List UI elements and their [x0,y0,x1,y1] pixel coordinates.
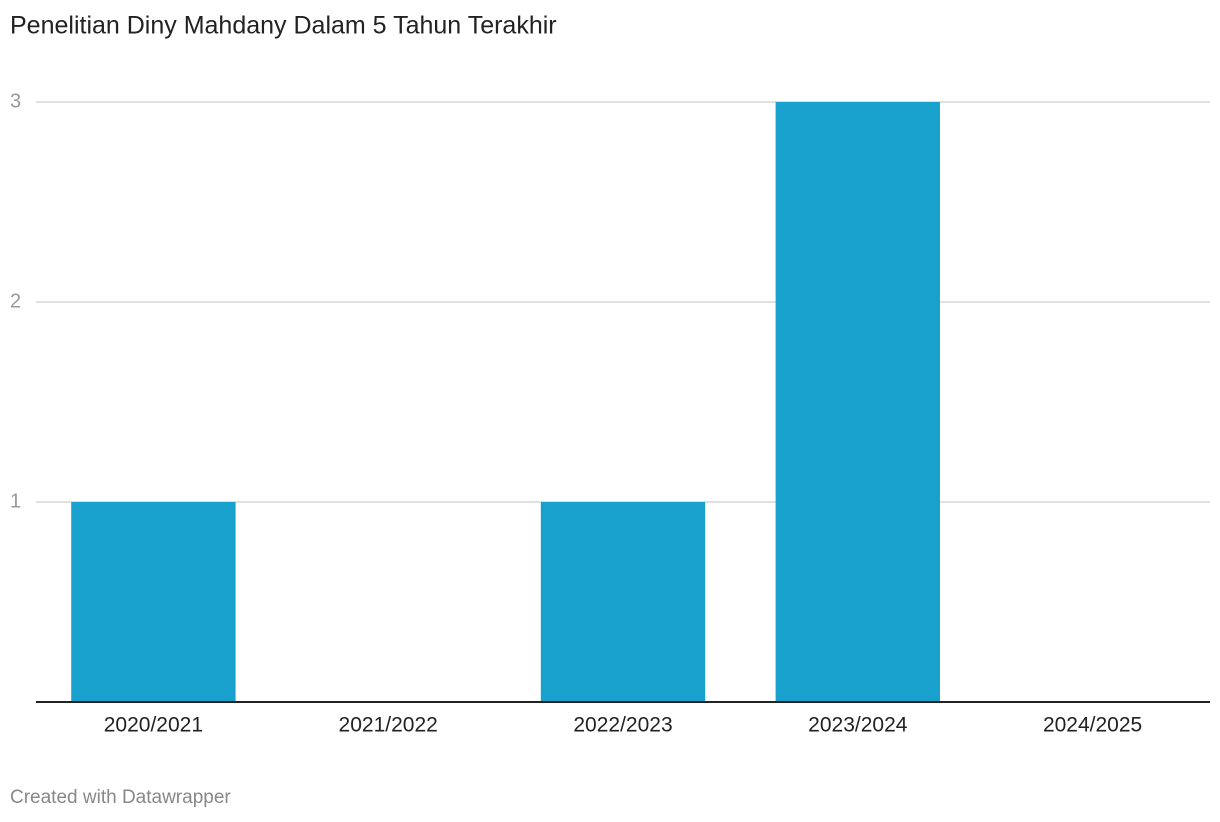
y-tick-label: 2 [10,290,21,312]
x-tick-label: 2021/2022 [339,714,438,737]
bar [540,502,706,702]
x-tick-label: 2023/2024 [808,714,908,737]
credit: Created with Datawrapper [10,787,231,808]
y-tick-label: 3 [10,90,21,112]
y-tick-label: 1 [10,490,21,512]
bar [775,102,940,702]
x-tick-label: 2024/2025 [1043,714,1142,737]
bar [71,502,236,702]
x-tick-label: 2022/2023 [573,714,672,737]
x-tick-label: 2020/2021 [104,714,203,737]
chart-title: Penelitian Diny Mahdany Dalam 5 Tahun Te… [10,12,557,40]
